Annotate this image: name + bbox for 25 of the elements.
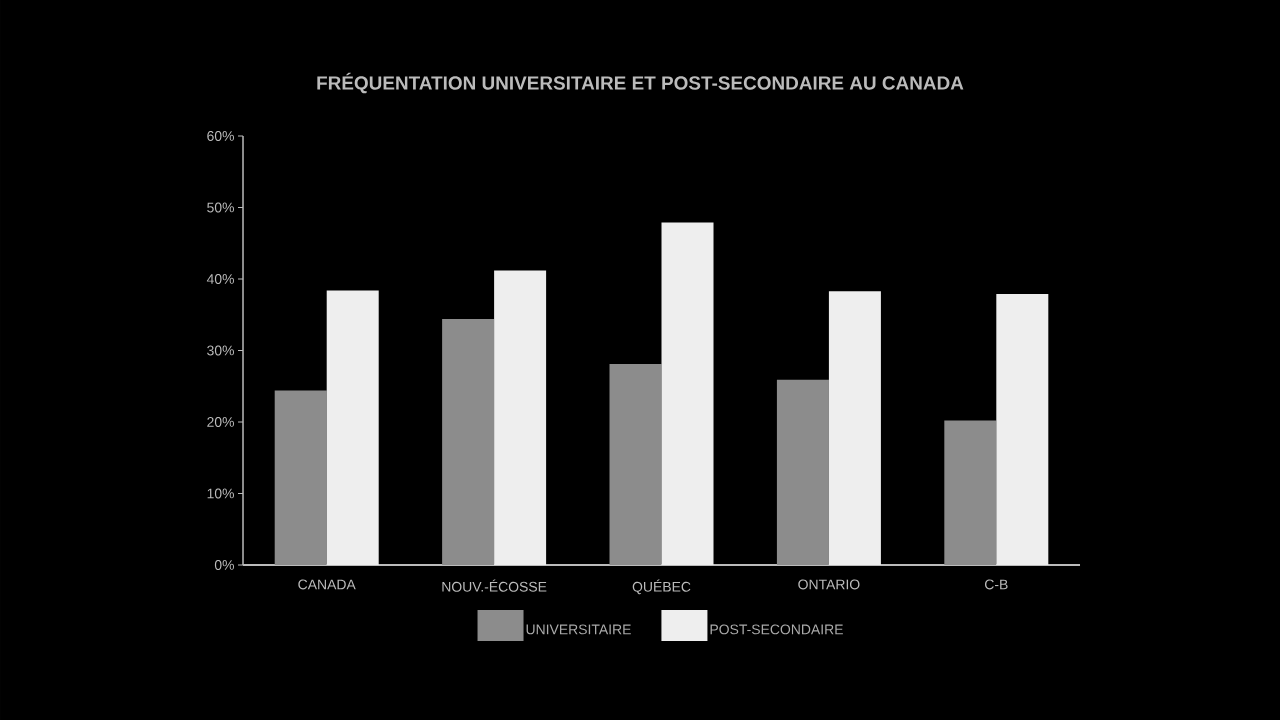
y-tick-label: 30% bbox=[207, 345, 234, 356]
x-tick-label: NOUV.-ÉCOSSE bbox=[442, 579, 547, 592]
bar bbox=[609, 364, 662, 565]
bar bbox=[442, 319, 495, 565]
bar bbox=[944, 420, 997, 565]
bar bbox=[828, 291, 881, 565]
chart-title: FRÉQUENTATION UNIVERSITAIRE ET POST-SECONDAIRE AU CANADA bbox=[317, 72, 964, 94]
x-tick-label: CANADA bbox=[298, 579, 356, 590]
y-tick-label: 50% bbox=[207, 202, 234, 213]
bar bbox=[326, 290, 379, 565]
x-tick-label: QUÉBEC bbox=[632, 579, 691, 595]
bar bbox=[661, 222, 714, 565]
legend-label: POST-SECONDAIRE bbox=[710, 624, 843, 635]
x-tick-label: C-B bbox=[985, 579, 1008, 590]
y-tick-label: 10% bbox=[207, 488, 234, 499]
y-tick-label: 40% bbox=[206, 274, 234, 284]
y-tick-label: 60% bbox=[207, 131, 234, 141]
y-tick-label: 20% bbox=[207, 417, 234, 427]
y-tick-label: 0% bbox=[214, 560, 234, 570]
legend-label: UNIVERSITAIRE bbox=[526, 624, 631, 635]
bar bbox=[274, 390, 327, 565]
bar bbox=[776, 379, 829, 565]
bar bbox=[996, 294, 1049, 565]
bar bbox=[494, 270, 547, 565]
x-tick-label: ONTARIO bbox=[798, 579, 860, 590]
